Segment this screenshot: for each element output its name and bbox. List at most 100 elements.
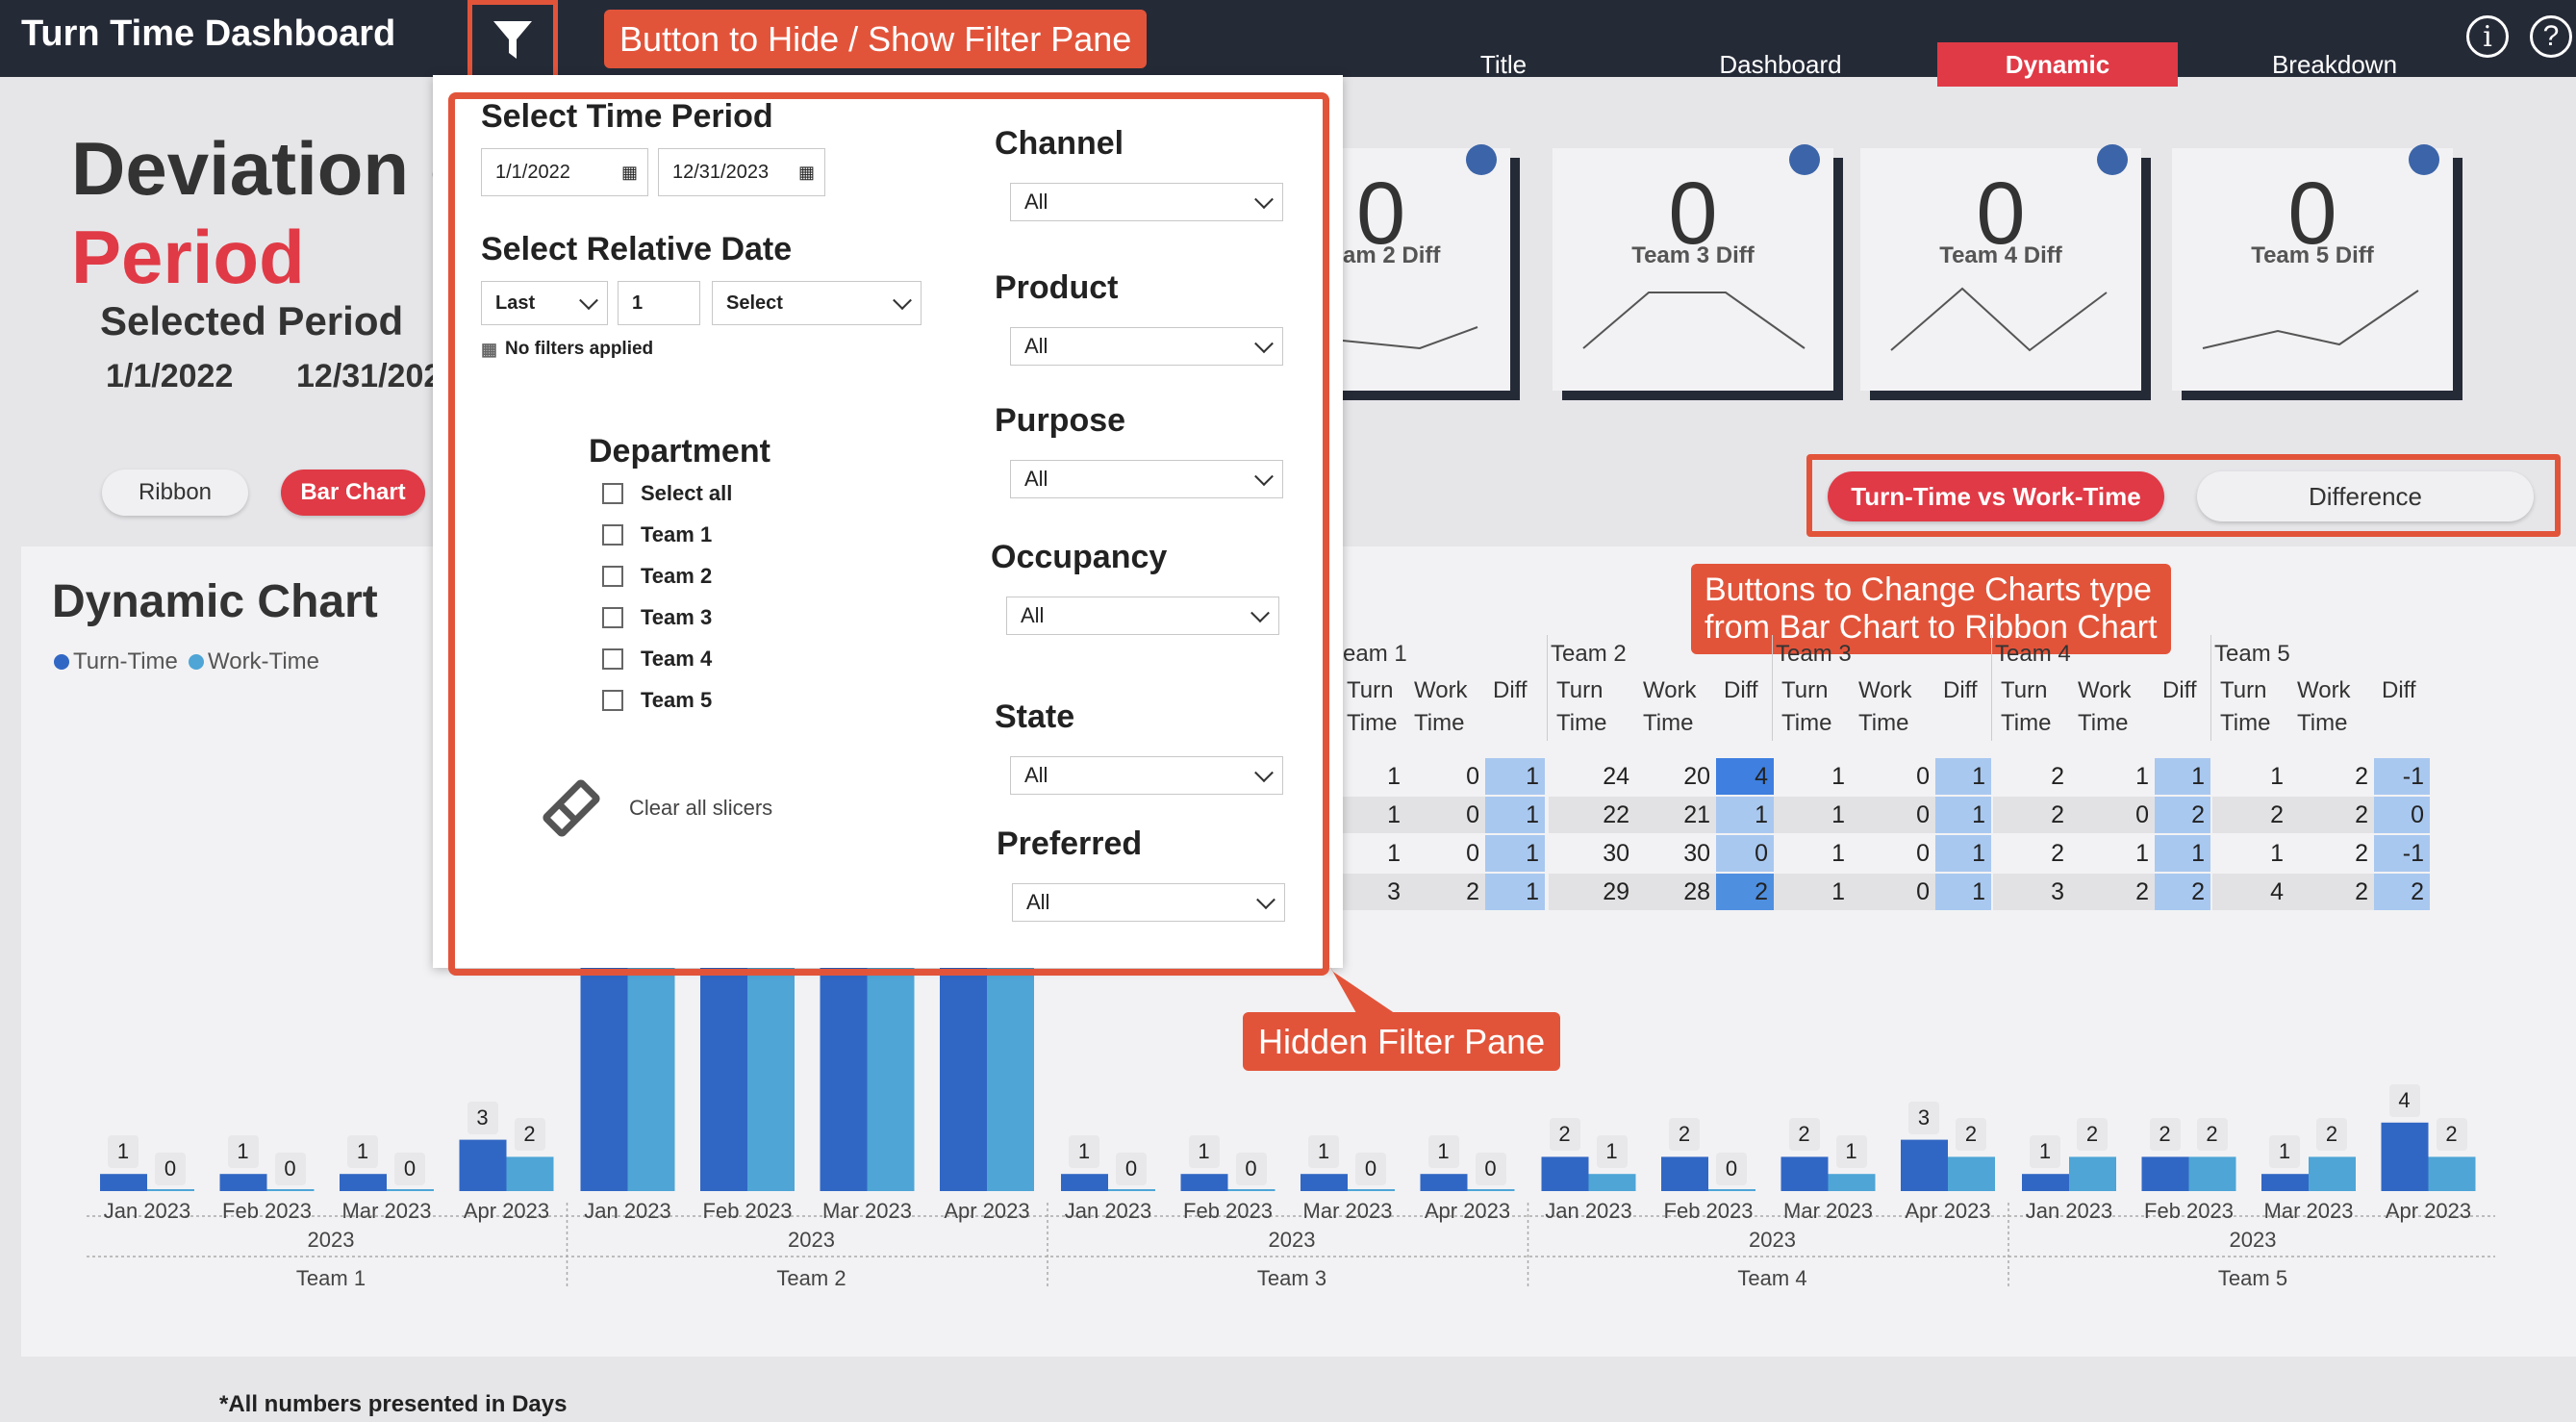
department-option[interactable]: Team 4 (602, 647, 712, 672)
help-icon[interactable]: ? (2530, 15, 2572, 58)
bar-value-label: 1 (1069, 1135, 1099, 1169)
matrix-cell: 2 (2155, 874, 2210, 910)
bar-value-label: 1 (1835, 1135, 1867, 1169)
start-date-input[interactable]: 1/1/2022 ▦ (481, 148, 648, 196)
relative-unit-value: Select (726, 292, 783, 314)
bar-value-label: 0 (1475, 1153, 1506, 1185)
department-option[interactable]: Team 2 (602, 564, 712, 589)
turn-vs-work-button[interactable]: Turn-Time vs Work-Time (1828, 471, 2164, 521)
tab-title[interactable]: Title (1479, 49, 1528, 79)
matrix-cell: 0 (1716, 835, 1774, 872)
matrix-cell: 2 (2155, 797, 2210, 833)
kpi-label: am 2 Diff (1343, 242, 1441, 268)
dropdown-value: All (1021, 603, 1045, 627)
relative-unit-select[interactable]: Select (712, 281, 922, 325)
matrix-cell: 0 (1466, 840, 1479, 867)
chevron-down-icon (1254, 190, 1274, 210)
department-option[interactable]: Select all (602, 481, 732, 506)
bar-turn-time (2022, 1174, 2069, 1191)
kpi-value: 0 (2287, 165, 2337, 263)
legend-turn-time: Turn-Time (54, 648, 178, 675)
x-tick-label: Apr 2023 (463, 1199, 550, 1223)
kpi-label: Team 4 Diff (1939, 242, 2062, 268)
x-tick-label: Jan 2023 (1545, 1199, 1632, 1223)
selected-end-date: 12/31/202 (296, 358, 442, 394)
x-tick-label: Apr 2023 (1905, 1199, 1991, 1223)
filter-state-dropdown[interactable]: All (1010, 756, 1283, 795)
bar-value-label: 1 (2030, 1135, 2060, 1169)
filter-channel-dropdown[interactable]: All (1010, 183, 1283, 221)
bar-value-label: 2 (1549, 1118, 1580, 1152)
department-option[interactable]: Team 3 (602, 605, 712, 630)
checkbox[interactable] (602, 524, 623, 546)
bar-turn-time (459, 1139, 507, 1191)
department-option[interactable]: Team 5 (602, 688, 712, 713)
filter-preferred-dropdown[interactable]: All (1012, 883, 1285, 922)
matrix-cell: 21 (1635, 797, 1716, 833)
matrix-subheader: Diff (1493, 677, 1528, 703)
matrix-cell: 2 (2212, 797, 2289, 833)
department-checkbox-list: Select all Team 1 Team 2 Team 3 Team 4 Team 5 (602, 481, 891, 731)
calendar-icon: ▦ (481, 339, 498, 359)
matrix-cell: 1 (1485, 758, 1545, 795)
department-option[interactable]: Team 1 (602, 522, 712, 547)
matrix-subheader: Time (1781, 710, 1832, 736)
difference-button[interactable]: Difference (2197, 471, 2534, 521)
ribbon-chart-button[interactable]: Ribbon (102, 470, 248, 516)
relative-mode-select[interactable]: Last (481, 281, 608, 325)
x-tick-label: Mar 2023 (2263, 1199, 2354, 1223)
matrix-cell: 2 (1993, 797, 2070, 833)
bar-value-label: 0 (1235, 1153, 1267, 1185)
matrix-cell: 1 (2155, 835, 2210, 872)
checkbox[interactable] (602, 566, 623, 587)
selected-start-date: 1/1/2022 (106, 358, 234, 394)
callout-line1: Buttons to Change Charts type (1705, 571, 2152, 608)
matrix-team-header: Team 3 (1776, 641, 1852, 667)
kpi-indicator-dot (2409, 144, 2439, 175)
bar-work-time (1708, 1189, 1755, 1191)
x-year-label: 2023 (1749, 1228, 1796, 1252)
checkbox[interactable] (602, 607, 623, 628)
filter-state-label: State (995, 698, 1075, 735)
end-date-value: 12/31/2023 (672, 161, 770, 183)
bar-value-label: 0 (274, 1153, 306, 1185)
x-team-label: Team 3 (1256, 1266, 1327, 1290)
legend-label: Turn-Time (73, 648, 178, 674)
filter-occupancy-dropdown[interactable]: All (1006, 597, 1279, 635)
bar-work-time (1948, 1156, 1995, 1191)
data-matrix: eam 1 Turn Time Work Time Diff Team 2 Turn Time W… (1339, 635, 2430, 924)
checkbox[interactable] (602, 690, 623, 711)
bar-work-time (506, 1156, 554, 1191)
matrix-cell: 1 (2135, 763, 2149, 790)
matrix-cell: 1 (1935, 758, 1991, 795)
x-year-label: 2023 (307, 1228, 355, 1252)
relative-count-input[interactable]: 1 (618, 281, 700, 325)
matrix-cell: 1 (1935, 835, 1991, 872)
legend-label: Work-Time (208, 648, 319, 674)
filter-product-dropdown[interactable]: All (1010, 327, 1283, 366)
department-option-label: Team 5 (641, 688, 713, 712)
matrix-cell: 1 (1935, 797, 1991, 833)
clear-all-slicers-button[interactable]: Clear all slicers (533, 770, 772, 847)
tab-breakdown[interactable]: Breakdown (2271, 49, 2398, 79)
tab-dashboard[interactable]: Dashboard (1719, 49, 1842, 79)
tab-dynamic[interactable]: Dynamic (1937, 42, 2178, 87)
checkbox[interactable] (602, 648, 623, 670)
matrix-cell: 2 (2051, 840, 2064, 867)
bar-chart-button[interactable]: Bar Chart (281, 470, 425, 516)
checkbox[interactable] (602, 483, 623, 504)
bar-value-label: 2 (1788, 1118, 1820, 1152)
info-icon[interactable]: i (2466, 15, 2509, 58)
chevron-down-icon (1250, 603, 1270, 623)
x-team-label: Team 1 (295, 1266, 366, 1290)
end-date-input[interactable]: 12/31/2023 ▦ (658, 148, 825, 196)
footnote: *All numbers presented in Days (219, 1391, 568, 1417)
matrix-subheader: Turn (1556, 677, 1604, 703)
bar-value-label: 2 (2316, 1118, 2347, 1152)
matrix-cell: 0 (1466, 763, 1479, 790)
matrix-cell: 1 (1387, 840, 1401, 867)
callout-line2: from Bar Chart to Ribbon Chart (1705, 609, 2158, 647)
filter-purpose-dropdown[interactable]: All (1010, 460, 1283, 498)
matrix-team-header: eam 1 (1343, 641, 1407, 667)
bar-value-label: 2 (1956, 1118, 1986, 1152)
